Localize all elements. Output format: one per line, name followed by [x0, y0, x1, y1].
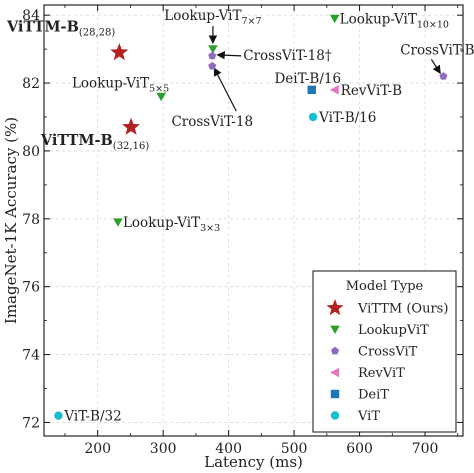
crossvit-point: [208, 61, 217, 70]
point-label: Lookup-ViT5×5: [72, 76, 169, 95]
legend-label-deit: DeiT: [358, 388, 389, 403]
point-label: CrossViT-18†: [243, 48, 332, 64]
lookupvit-point: [156, 92, 166, 102]
x-axis-label: Latency (ms): [204, 453, 303, 471]
legend-marker-vit: [330, 411, 340, 420]
legend-marker-crossvit: [331, 346, 339, 355]
y-axis-label: ImageNet-1K Accuracy (%): [2, 117, 20, 324]
point-label: Lookup-ViT7×7: [164, 8, 261, 27]
x-tick-label: 400: [215, 441, 242, 457]
legend-label-vit: ViT: [357, 409, 380, 424]
point-label: RevViT-B: [341, 83, 402, 99]
point-label: DeiT-B/16: [274, 71, 341, 87]
legend-label-vittm: ViTTM (Ours): [357, 302, 448, 317]
x-tick-label: 500: [281, 441, 308, 457]
point-label: CrossViT-B: [400, 42, 474, 58]
point-labels: ViTTM-B(28,28) ViTTM-B(32,16) Lookup-ViT7×…: [6, 8, 474, 425]
revvit-point: [329, 85, 339, 95]
plot-frame: [43, 4, 464, 437]
legend-label-crossvit: CrossViT: [358, 345, 418, 360]
data-points: [54, 14, 448, 420]
point-label: CrossViT-18: [171, 114, 253, 130]
point-label: ViTTM-B(32,16): [40, 132, 149, 152]
vit-point: [308, 112, 318, 122]
annotation-arrow: [216, 51, 242, 60]
axes-layer: 200 300 400 500 600 700 72 74 76 78 80 82 84: [22, 4, 464, 457]
x-tick-label: 200: [84, 441, 111, 457]
legend-title: Model Type: [346, 279, 424, 294]
legend: Model Type ViTTM (Ours) LookupViT CrossViT R…: [312, 270, 457, 433]
point-label: Lookup-ViT10×10: [340, 12, 449, 31]
y-tick-label: 72: [22, 415, 40, 431]
legend-label-revvit: RevViT: [358, 366, 405, 381]
vittm-point: [122, 117, 141, 135]
lookupvit-point: [208, 45, 218, 54]
crossvit-point: [208, 51, 217, 60]
deit-point: [307, 85, 316, 95]
legend-marker-vittm: [326, 299, 344, 316]
legend-label-lookupvit: LookupViT: [358, 323, 429, 338]
legend-marker-lookupvit: [330, 325, 340, 335]
legend-marker-revvit: [330, 367, 340, 378]
y-tick-label: 78: [22, 212, 40, 228]
x-tick-label: 300: [150, 441, 177, 457]
y-tick-label: 82: [22, 76, 40, 92]
y-tick-label: 84: [22, 8, 40, 24]
point-label: ViTTM-B(28,28): [6, 19, 115, 39]
crossvit-point: [439, 72, 448, 80]
point-label: ViT-B/16: [318, 110, 376, 126]
legend-marker-deit: [330, 389, 340, 399]
x-tick-label: 600: [346, 441, 373, 457]
vit-point: [54, 411, 63, 420]
x-tick-label: 700: [412, 441, 439, 457]
annotation-arrow: [430, 58, 441, 74]
y-tick-label: 80: [22, 144, 40, 160]
annotation-arrows: [208, 26, 441, 112]
point-label: Lookup-ViT3×3: [123, 215, 220, 234]
annotation-arrow: [213, 67, 237, 112]
point-label: ViT-B/32: [63, 409, 121, 425]
lookupvit-point: [329, 14, 340, 24]
lookupvit-point: [113, 218, 123, 227]
y-tick-label: 76: [22, 280, 40, 296]
vittm-point: [110, 43, 129, 61]
y-tick-label: 74: [22, 348, 40, 364]
